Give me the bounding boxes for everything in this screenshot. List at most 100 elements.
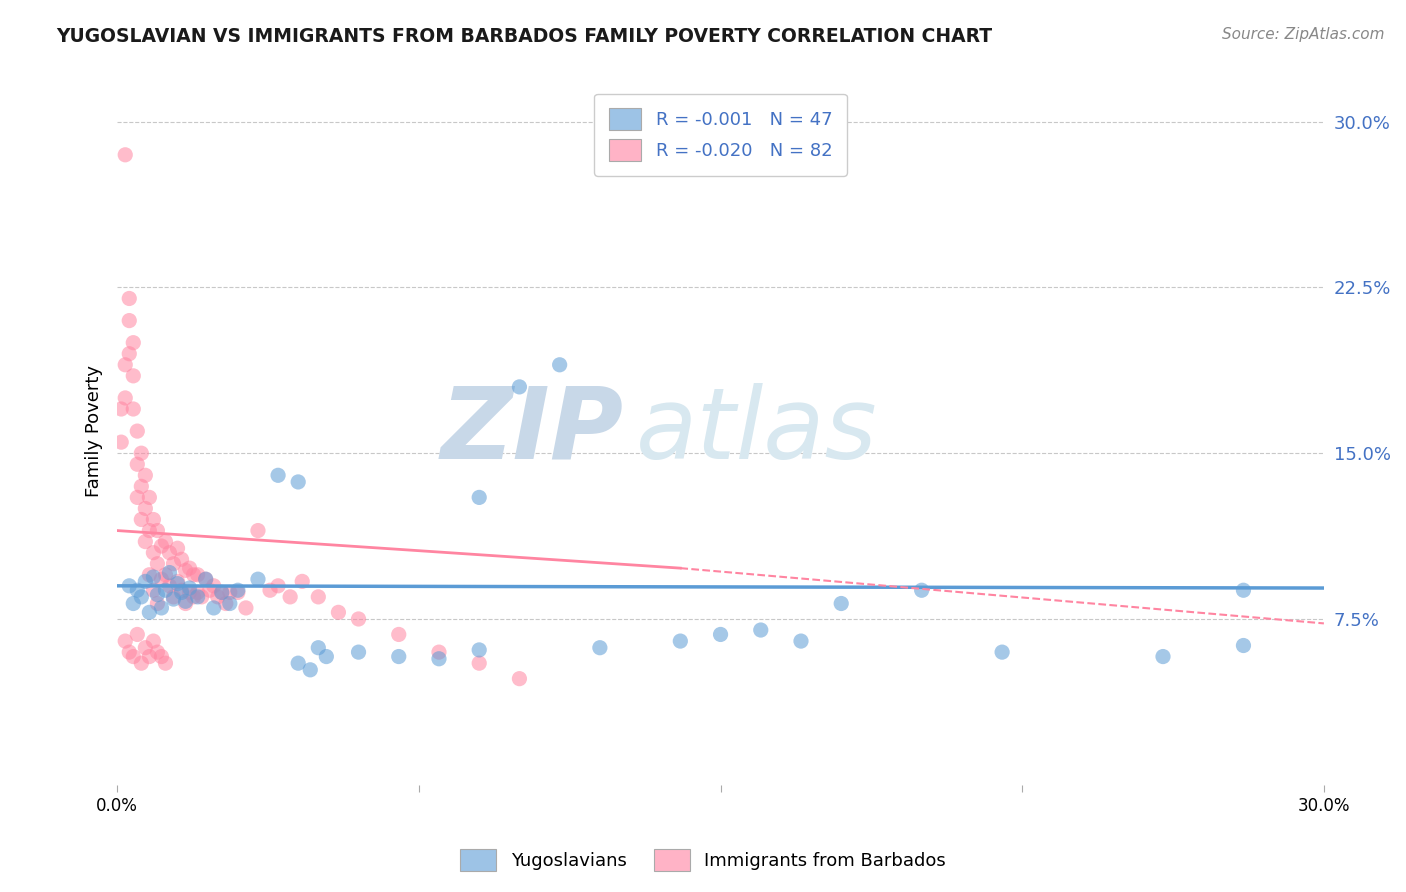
Point: [307, 640, 329, 655]
Point: [131, 656, 153, 670]
Point: [131, 512, 153, 526]
Point: [174, 563, 197, 577]
Point: [183, 590, 205, 604]
Point: [146, 645, 169, 659]
Point: [207, 590, 229, 604]
Point: [150, 539, 173, 553]
Point: [127, 424, 149, 438]
Point: [134, 574, 156, 589]
Point: [508, 672, 530, 686]
Point: [138, 491, 160, 505]
Point: [114, 148, 136, 162]
Point: [194, 572, 217, 586]
Point: [790, 634, 813, 648]
Point: [187, 590, 209, 604]
Point: [202, 601, 225, 615]
Point: [427, 645, 450, 659]
Point: [162, 557, 184, 571]
Point: [259, 583, 281, 598]
Point: [830, 597, 852, 611]
Point: [138, 567, 160, 582]
Point: [347, 645, 370, 659]
Point: [134, 534, 156, 549]
Point: [146, 524, 169, 538]
Point: [246, 572, 269, 586]
Point: [146, 588, 169, 602]
Point: [669, 634, 692, 648]
Point: [187, 567, 209, 582]
Point: [226, 585, 249, 599]
Point: [267, 579, 290, 593]
Point: [150, 572, 173, 586]
Point: [388, 627, 411, 641]
Point: [155, 567, 177, 582]
Point: [174, 597, 197, 611]
Point: [159, 566, 181, 580]
Point: [1232, 639, 1254, 653]
Point: [166, 576, 188, 591]
Point: [155, 656, 177, 670]
Point: [170, 585, 193, 599]
Point: [235, 601, 257, 615]
Point: [110, 435, 132, 450]
Point: [548, 358, 571, 372]
Point: [142, 546, 165, 560]
Point: [190, 590, 212, 604]
Point: [202, 579, 225, 593]
Point: [170, 552, 193, 566]
Legend: R = -0.001   N = 47, R = -0.020   N = 82: R = -0.001 N = 47, R = -0.020 N = 82: [595, 94, 846, 176]
Point: [307, 590, 329, 604]
Point: [278, 590, 301, 604]
Point: [162, 592, 184, 607]
Point: [911, 583, 934, 598]
Point: [174, 594, 197, 608]
Point: [218, 597, 240, 611]
Point: [468, 491, 491, 505]
Point: [122, 402, 145, 417]
Point: [187, 585, 209, 599]
Point: [267, 468, 290, 483]
Point: [127, 457, 149, 471]
Point: [127, 583, 149, 598]
Point: [138, 649, 160, 664]
Text: YUGOSLAVIAN VS IMMIGRANTS FROM BARBADOS FAMILY POVERTY CORRELATION CHART: YUGOSLAVIAN VS IMMIGRANTS FROM BARBADOS …: [56, 27, 993, 45]
Legend: Yugoslavians, Immigrants from Barbados: Yugoslavians, Immigrants from Barbados: [453, 842, 953, 879]
Point: [122, 335, 145, 350]
Point: [468, 656, 491, 670]
Point: [142, 634, 165, 648]
Point: [1152, 649, 1174, 664]
Point: [131, 590, 153, 604]
Point: [211, 585, 233, 599]
Point: [211, 585, 233, 599]
Point: [134, 468, 156, 483]
Point: [749, 623, 772, 637]
Point: [118, 292, 141, 306]
Point: [291, 574, 314, 589]
Point: [114, 358, 136, 372]
Point: [138, 605, 160, 619]
Text: atlas: atlas: [636, 383, 877, 480]
Point: [226, 583, 249, 598]
Point: [122, 368, 145, 383]
Point: [183, 567, 205, 582]
Point: [194, 572, 217, 586]
Point: [709, 627, 731, 641]
Point: [131, 446, 153, 460]
Point: [131, 479, 153, 493]
Point: [388, 649, 411, 664]
Point: [127, 491, 149, 505]
Point: [134, 501, 156, 516]
Point: [179, 585, 201, 599]
Text: ZIP: ZIP: [441, 383, 624, 480]
Point: [114, 391, 136, 405]
Point: [215, 597, 238, 611]
Point: [287, 475, 309, 489]
Y-axis label: Family Poverty: Family Poverty: [86, 365, 103, 497]
Point: [198, 583, 221, 598]
Point: [159, 546, 181, 560]
Point: [122, 597, 145, 611]
Point: [150, 601, 173, 615]
Point: [287, 656, 309, 670]
Point: [142, 583, 165, 598]
Point: [150, 649, 173, 664]
